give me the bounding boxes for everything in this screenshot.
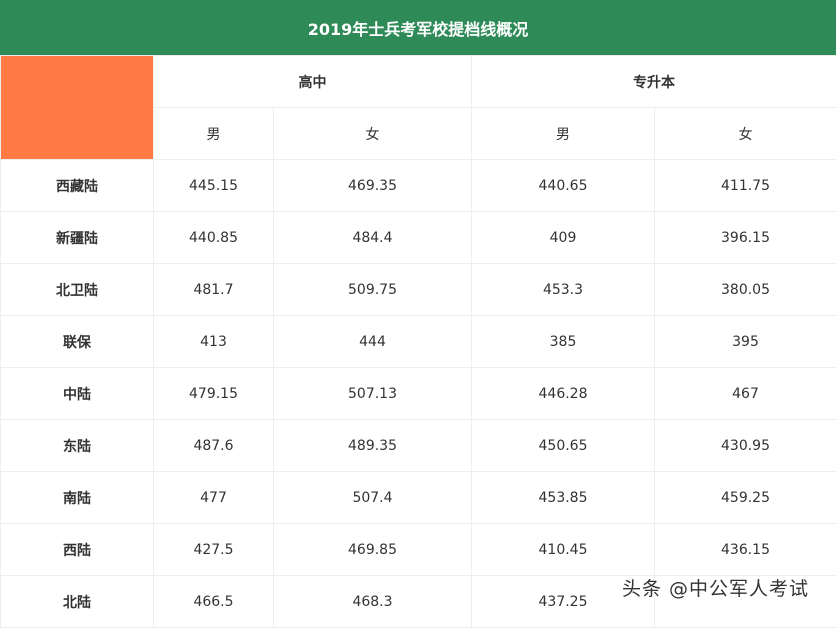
table-cell: 469.35 <box>274 160 472 212</box>
table-row: 东陆 487.6 489.35 450.65 430.95 <box>1 420 836 472</box>
group-header-upgrade: 专升本 <box>472 56 836 108</box>
row-region: 联保 <box>1 316 154 368</box>
table-title: 2019年士兵考军校提档线概况 <box>0 0 836 55</box>
row-region: 南陆 <box>1 472 154 524</box>
table-row: 西陆 427.5 469.85 410.45 436.15 <box>1 524 836 576</box>
table-cell: 477 <box>154 472 274 524</box>
table-cell: 453.85 <box>472 472 655 524</box>
table-cell: 440.85 <box>154 212 274 264</box>
corner-cell <box>1 56 154 160</box>
table-cell: 430.95 <box>655 420 836 472</box>
score-table: 高中 专升本 男 女 男 女 西藏陆 445.15 469.35 440.65 … <box>0 55 836 628</box>
sub-header-female: 女 <box>655 108 836 160</box>
group-header-high-school: 高中 <box>154 56 472 108</box>
table-cell: 479.15 <box>154 368 274 420</box>
table-cell: 459.25 <box>655 472 836 524</box>
row-region: 西陆 <box>1 524 154 576</box>
table-row: 北卫陆 481.7 509.75 453.3 380.05 <box>1 264 836 316</box>
table-cell: 484.4 <box>274 212 472 264</box>
row-region: 西藏陆 <box>1 160 154 212</box>
table-row: 新疆陆 440.85 484.4 409 396.15 <box>1 212 836 264</box>
row-region: 东陆 <box>1 420 154 472</box>
table-cell: 436.15 <box>655 524 836 576</box>
table-cell: 413 <box>154 316 274 368</box>
table-cell: 467 <box>655 368 836 420</box>
group-header-row: 高中 专升本 <box>1 56 836 108</box>
table-cell: 446.28 <box>472 368 655 420</box>
table-cell: 409 <box>472 212 655 264</box>
table-cell: 466.5 <box>154 576 274 628</box>
sub-header-male: 男 <box>472 108 655 160</box>
table-cell: 427.5 <box>154 524 274 576</box>
table-cell: 507.4 <box>274 472 472 524</box>
table-row: 南陆 477 507.4 453.85 459.25 <box>1 472 836 524</box>
table-row: 中陆 479.15 507.13 446.28 467 <box>1 368 836 420</box>
row-region: 北陆 <box>1 576 154 628</box>
table-cell: 444 <box>274 316 472 368</box>
table-cell: 481.7 <box>154 264 274 316</box>
table-cell: 453.3 <box>472 264 655 316</box>
table-cell: 469.85 <box>274 524 472 576</box>
table-cell: 395 <box>655 316 836 368</box>
sub-header-female: 女 <box>274 108 472 160</box>
row-region: 中陆 <box>1 368 154 420</box>
sub-header-male: 男 <box>154 108 274 160</box>
table-cell: 385 <box>472 316 655 368</box>
table-row: 联保 413 444 385 395 <box>1 316 836 368</box>
table-row: 西藏陆 445.15 469.35 440.65 411.75 <box>1 160 836 212</box>
table-cell: 396.15 <box>655 212 836 264</box>
table-cell: 507.13 <box>274 368 472 420</box>
table-cell: 440.65 <box>472 160 655 212</box>
table-cell: 410.45 <box>472 524 655 576</box>
row-region: 北卫陆 <box>1 264 154 316</box>
table-cell: 450.65 <box>472 420 655 472</box>
table-cell: 380.05 <box>655 264 836 316</box>
table-cell: 487.6 <box>154 420 274 472</box>
table-cell: 411.75 <box>655 160 836 212</box>
row-region: 新疆陆 <box>1 212 154 264</box>
table-cell: 468.3 <box>274 576 472 628</box>
table-cell: 509.75 <box>274 264 472 316</box>
table-cell: 489.35 <box>274 420 472 472</box>
table-cell: 445.15 <box>154 160 274 212</box>
watermark-text: 头条 @中公军人考试 <box>622 574 809 601</box>
